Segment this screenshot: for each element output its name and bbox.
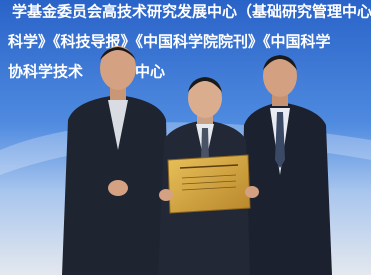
banner-line: 协科学技术 [8, 63, 83, 81]
banner-line: 学基金委员会高技术研究发展中心（基础研究管理中心 [12, 3, 371, 21]
banner-line: 科学》《科技导报》《中国科学院院刊》《中国科学 [8, 33, 331, 51]
photo: 学基金委员会高技术研究发展中心（基础研究管理中心 科学》《科技导报》《中国科学院… [0, 0, 371, 275]
page: 学基金委员会高技术研究发展中心（基础研究管理中心 科学》《科技导报》《中国科学院… [0, 0, 371, 275]
banner-line: 中心 [135, 63, 165, 81]
plaque [159, 155, 259, 213]
